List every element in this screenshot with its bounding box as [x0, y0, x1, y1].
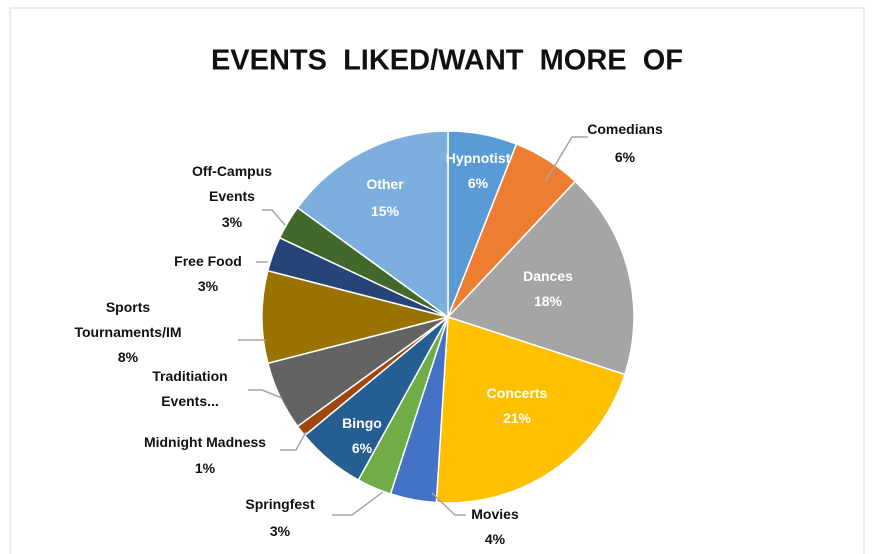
value-label: 4% [484, 531, 506, 547]
value-label: 18% [533, 293, 563, 309]
value-label: 15% [370, 203, 400, 219]
category-label: Midnight Madness [143, 434, 267, 450]
category-label: Springfest [245, 496, 315, 512]
slice-label: Hypnotist [445, 150, 511, 166]
pie-slice [261, 269, 449, 365]
value-label: 6% [351, 440, 373, 456]
value-label: 1% [194, 460, 216, 476]
pie-slice [435, 315, 626, 504]
value-label: 6% [467, 175, 489, 191]
value-label: 6% [614, 149, 636, 165]
pie-slice [296, 130, 449, 319]
category-label: Traditiation Events... [152, 368, 228, 409]
value-label: 21% [502, 410, 532, 426]
slice-label: Bingo [342, 415, 382, 431]
leader-lines [238, 136, 588, 516]
chart-frame [9, 7, 865, 554]
leader-line [544, 136, 588, 183]
slice-label: Dances [523, 268, 573, 284]
leader-line [262, 209, 286, 226]
category-label: Comedians [587, 121, 663, 137]
category-label: Movies [471, 506, 519, 522]
leader-line [431, 492, 466, 516]
chart-title: EVENTS LIKED/WANT MORE OF [211, 45, 683, 77]
leader-line [332, 491, 384, 516]
slice-label: Concerts [486, 385, 548, 401]
slice-label: Other [366, 176, 404, 192]
leader-line [248, 389, 283, 399]
value-label: 3% [221, 214, 243, 230]
value-label: 8% [117, 349, 139, 365]
category-label: Sports Tournaments/IM [74, 299, 182, 340]
value-label: 3% [269, 523, 291, 539]
leader-line [280, 431, 307, 451]
pie-slice [446, 180, 635, 376]
category-label: Off-Campus Events [191, 163, 273, 204]
value-label: 3% [197, 278, 219, 294]
category-label: Free Food [174, 253, 242, 269]
